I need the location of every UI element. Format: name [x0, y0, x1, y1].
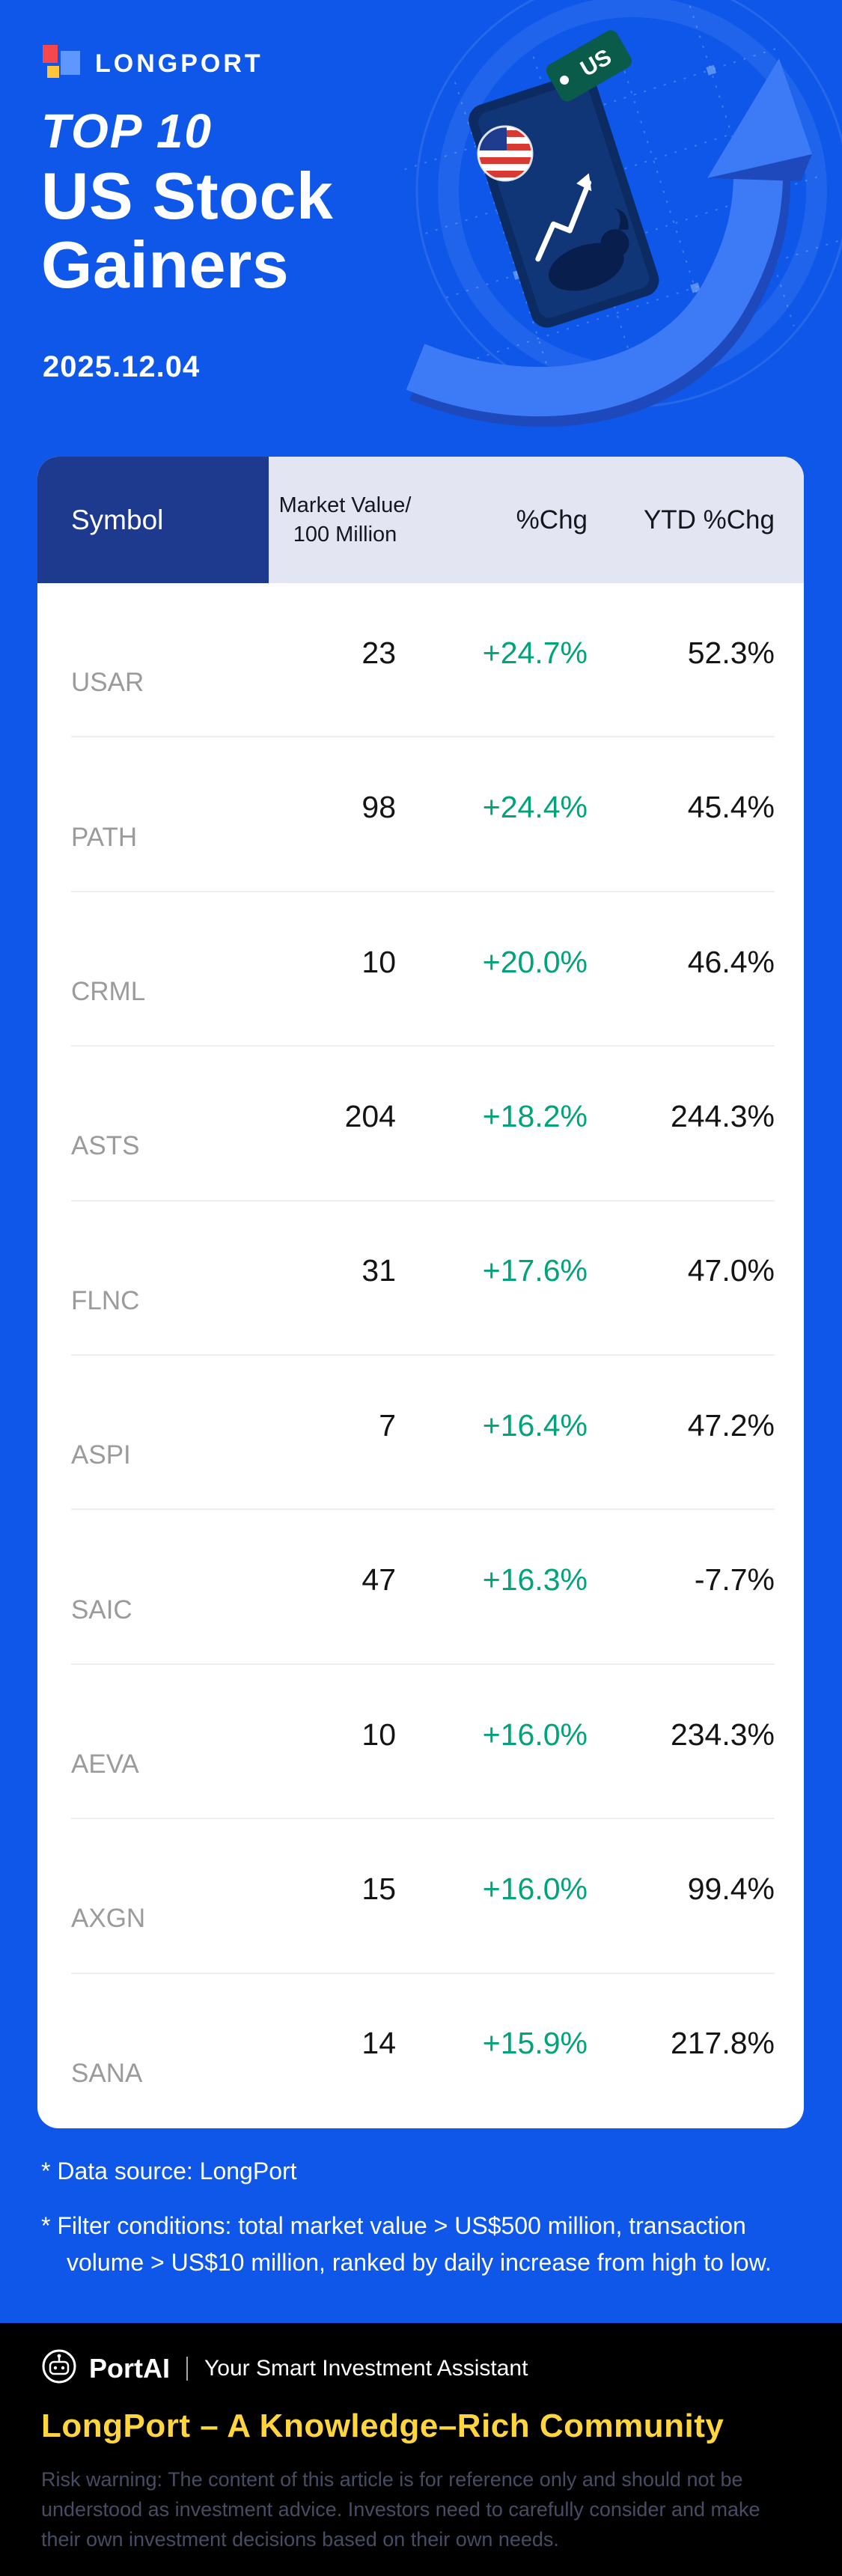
- cell-market-value: 47: [361, 1562, 396, 1598]
- gainers-table: Symbol Market Value/ 100 Million %Chg YT…: [37, 457, 804, 2128]
- cell-market-value: 23: [361, 635, 396, 670]
- cell-symbol: AXGN: [71, 1904, 146, 1934]
- data-source-note: * Data source: LongPort: [41, 2158, 297, 2184]
- cell-symbol: CRML: [71, 977, 146, 1007]
- table-row: FLNC 31 +17.6% 47.0%: [37, 1202, 804, 1356]
- header-market-value-line2: 100 Million: [293, 522, 397, 546]
- table-row: AXGN 15 +16.0% 99.4%: [37, 1819, 804, 1975]
- cell-chg: +20.0%: [482, 944, 588, 979]
- cell-market-value: 10: [361, 944, 396, 979]
- portai-row: PortAI Your Smart Investment Assistant: [41, 2348, 801, 2388]
- table-row: PATH 98 +24.4% 45.4%: [37, 737, 804, 893]
- header-ytd-chg: YTD %Chg: [643, 505, 775, 535]
- footnotes: * Data source: LongPort * Filter conditi…: [41, 2153, 802, 2299]
- cell-ytd-chg: -7.7%: [694, 1562, 775, 1598]
- table-row: ASTS 204 +18.2% 244.3%: [37, 1047, 804, 1202]
- cell-ytd-chg: 47.0%: [687, 1253, 775, 1288]
- table-row: SAIC 47 +16.3% -7.7%: [37, 1510, 804, 1666]
- table-body: USAR 23 +24.7% 52.3% PATH 98 +24.4% 45.4…: [37, 583, 804, 2128]
- cell-symbol: AEVA: [71, 1750, 139, 1779]
- cell-chg: +18.2%: [482, 1098, 588, 1133]
- portai-divider: [186, 2356, 188, 2381]
- cell-ytd-chg: 46.4%: [687, 944, 775, 979]
- cell-chg: +16.0%: [482, 1871, 588, 1906]
- cell-chg: +16.4%: [482, 1407, 588, 1443]
- cell-market-value: 10: [361, 1717, 396, 1752]
- phone: [469, 73, 659, 328]
- table-row: USAR 23 +24.7% 52.3%: [37, 583, 804, 738]
- community-slogan: LongPort – A Knowledge–Rich Community: [41, 2408, 724, 2444]
- title-line1: US Stock: [41, 159, 334, 233]
- table-row: AEVA 10 +16.0% 234.3%: [37, 1665, 804, 1820]
- table-row: ASPI 7 +16.4% 47.2%: [37, 1356, 804, 1511]
- cell-symbol: PATH: [71, 822, 138, 852]
- table-header: Symbol Market Value/ 100 Million %Chg YT…: [37, 457, 804, 583]
- cell-symbol: SAIC: [71, 1595, 132, 1625]
- cell-symbol: ASTS: [71, 1131, 140, 1161]
- us-tag: US: [546, 30, 632, 102]
- stock-rise-illustration: US: [393, 0, 842, 427]
- header-market-value: Market Value/ 100 Million: [269, 457, 412, 583]
- footer: PortAI Your Smart Investment Assistant L…: [0, 2323, 842, 2576]
- header-symbol: Symbol: [37, 457, 269, 583]
- cell-chg: +17.6%: [482, 1253, 588, 1288]
- table-row: CRML 10 +20.0% 46.4%: [37, 892, 804, 1047]
- portai-tagline: Your Smart Investment Assistant: [204, 2355, 528, 2381]
- cell-ytd-chg: 47.2%: [687, 1407, 775, 1443]
- cell-market-value: 14: [361, 2026, 396, 2061]
- cell-chg: +16.0%: [482, 1717, 588, 1752]
- cell-ytd-chg: 99.4%: [687, 1871, 775, 1906]
- cell-chg: +24.7%: [482, 635, 588, 670]
- cell-ytd-chg: 217.8%: [670, 2026, 775, 2061]
- portai-name: PortAI: [89, 2352, 170, 2384]
- cell-ytd-chg: 52.3%: [687, 635, 775, 670]
- cell-market-value: 7: [379, 1407, 396, 1443]
- header-chg: %Chg: [516, 505, 588, 535]
- cell-ytd-chg: 234.3%: [670, 1717, 775, 1752]
- cell-symbol: FLNC: [71, 1285, 140, 1315]
- us-flag-icon: [477, 125, 534, 182]
- bull-icon: [549, 208, 629, 291]
- cell-market-value: 31: [361, 1253, 396, 1288]
- cell-ytd-chg: 45.4%: [687, 790, 775, 825]
- brand-name: LONGPORT: [95, 49, 263, 78]
- page-title: US Stock Gainers: [41, 159, 334, 302]
- cell-symbol: SANA: [71, 2058, 143, 2088]
- cell-ytd-chg: 244.3%: [670, 1098, 775, 1133]
- cell-market-value: 204: [344, 1098, 396, 1133]
- longport-logo: LONGPORT: [41, 43, 263, 85]
- longport-logo-icon: [41, 43, 82, 85]
- cell-chg: +15.9%: [482, 2026, 588, 2061]
- table-row: SANA 14 +15.9% 217.8%: [37, 1974, 804, 2128]
- risk-warning: Risk warning: The content of this articl…: [41, 2468, 760, 2551]
- cell-chg: +24.4%: [482, 790, 588, 825]
- big-growth-arrow: [406, 58, 812, 427]
- cell-symbol: ASPI: [71, 1440, 131, 1470]
- cell-market-value: 15: [361, 1871, 396, 1906]
- report-date: 2025.12.04: [43, 350, 201, 383]
- portai-logo-icon: [41, 2348, 77, 2388]
- cell-market-value: 98: [361, 790, 396, 825]
- cell-chg: +16.3%: [482, 1562, 588, 1598]
- cell-symbol: USAR: [71, 668, 144, 698]
- title-line2: Gainers: [41, 228, 290, 302]
- filter-conditions-note: * Filter conditions: total market value …: [41, 2212, 772, 2276]
- header-market-value-line1: Market Value/: [278, 493, 412, 517]
- uptrend-arrow-icon: [535, 173, 592, 262]
- kicker-top10: TOP 10: [41, 104, 213, 158]
